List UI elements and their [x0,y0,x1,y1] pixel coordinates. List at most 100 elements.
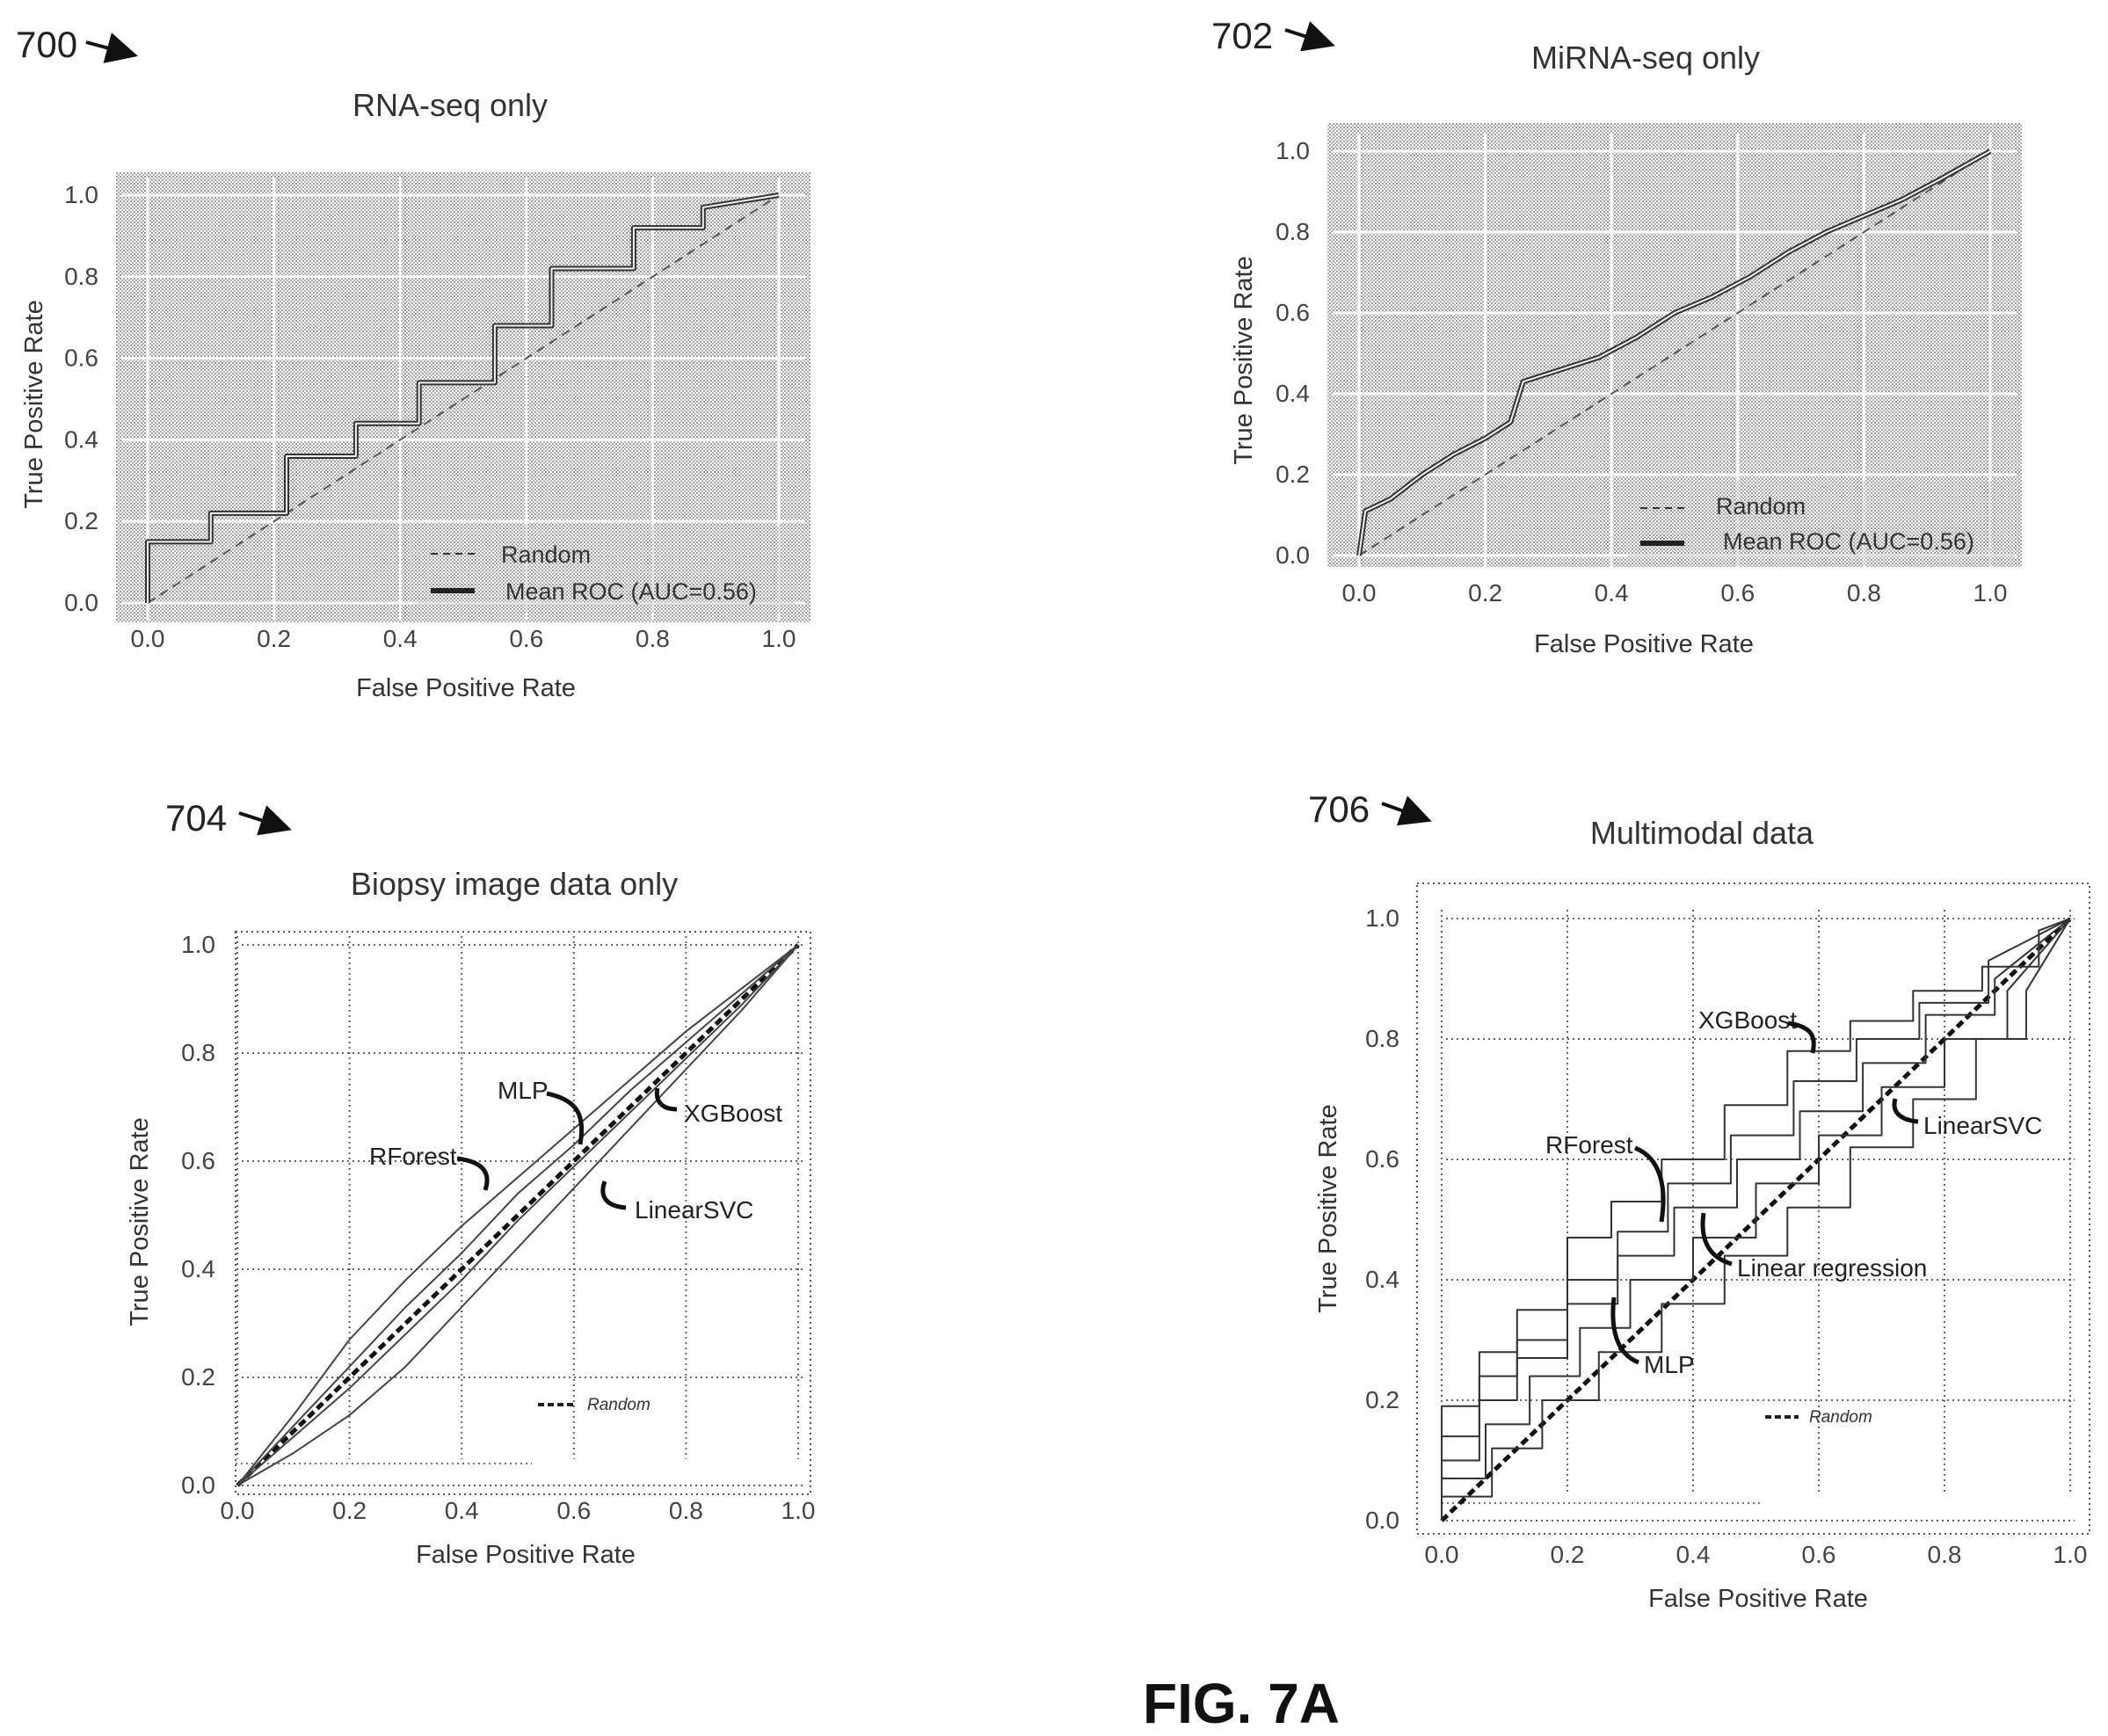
series-layer [1440,917,2072,1522]
x-tick-label: 0.4 [445,1497,479,1524]
y-tick-label: 0.4 [1276,380,1310,407]
annotation-rforest: RForest [369,1143,457,1170]
series-line-linearsvc [1441,918,2071,1521]
legend: Random Mean ROC (AUC=0.56) [1628,482,2015,566]
annotation-xgboost: XGBoost [684,1100,782,1127]
y-tick-label: 0.8 [1276,218,1310,245]
annotation-mlp: MLP [1644,1351,1695,1378]
y-tick-labels: 0.0 0.2 0.4 0.6 0.8 1.0 [181,931,215,1499]
ref-arrow-icon [85,33,138,63]
legend-box [418,526,796,614]
ref-number: 704 [165,797,227,839]
x-tick-labels: 0.0 0.2 0.4 0.6 0.8 1.0 [1342,579,2008,607]
x-tick-label: 0.4 [383,625,418,652]
x-axis-label: False Positive Rate [1648,1585,1868,1613]
x-tick-label: 0.0 [131,625,165,652]
x-tick-label: 0.2 [1468,579,1502,607]
chart-title: MiRNA-seq only [1531,40,1760,76]
y-tick-label: 0.0 [181,1471,215,1499]
legend-label-random: Random [1716,493,1806,519]
y-tick-label: 0.8 [1365,1025,1399,1052]
ref-number: 706 [1308,788,1370,830]
y-tick-label: 0.2 [1276,461,1310,488]
x-tick-label: 0.6 [509,625,543,652]
legend: Random [538,1396,651,1414]
series-layer [1356,149,1992,556]
y-tick-labels: 0.0 0.2 0.4 0.6 0.8 1.0 [1276,137,1310,569]
y-axis-label: True Positive Rate [126,1117,154,1326]
panel-700: 700 RNA-seq only 0.00.20.40.60.81.0 0.0 0… [16,24,810,702]
chart-title: RNA-seq only [353,87,548,123]
ref-arrow-icon [1284,21,1335,52]
y-tick-label: 0.6 [181,1147,215,1174]
series-line-linearsvc [236,944,799,1486]
annotation-xgboost: XGBoost [1698,1006,1797,1034]
series-line-inner-mean-roc-auc-0-56 [1358,150,1991,556]
y-axis-label: True Positive Rate [1230,256,1258,464]
x-tick-label: 0.8 [669,1497,703,1524]
panel-702: 702 MiRNA-seq only 0.0 0.2 0.4 0.6 0.8 1.0 0.… [1211,15,2022,658]
y-axis-label: True Positive Rate [20,300,48,508]
y-tick-label: 0.2 [1365,1386,1399,1413]
y-tick-labels: 0.0 0.2 0.4 0.6 0.8 1.0 [64,181,98,616]
annotation-leader [456,1156,490,1191]
annotation-leader [1892,1098,1919,1124]
annotations: MLP RForest XGBoost LinearSVC [369,1077,782,1224]
series-layer [145,192,780,604]
ref-arrow-icon [238,805,292,836]
x-tick-label: 0.6 [556,1497,591,1524]
x-tick-label: 1.0 [781,1497,816,1524]
annotation-leader [654,1087,678,1112]
legend-box [1628,482,2015,566]
panel-704: 704 Biopsy image data only 0.00.20.40.60… [126,797,815,1569]
y-tick-label: 0.4 [181,1255,215,1282]
x-tick-label: 1.0 [2053,1541,2088,1568]
legend-label-mean-roc: Mean ROC (AUC=0.56) [1723,528,1974,555]
panel-706: 706 Multimodal data 0.0 0.2 0.4 0.6 0.8 1.0 0… [1308,788,2090,1613]
plot-frame [235,931,811,1495]
ref-number: 702 [1211,15,1273,56]
x-tick-label: 0.0 [221,1497,255,1524]
annotation-leader [1633,1145,1666,1223]
x-tick-label: 0.4 [1676,1541,1711,1568]
annotations: XGBoost RForest LinearSVC Linear regress… [1545,1006,2042,1378]
y-tick-label: 0.0 [1365,1507,1399,1534]
y-tick-label: 1.0 [1365,904,1399,932]
annotation-linearsvc: LinearSVC [1923,1112,2042,1139]
series-line-xgboost [236,944,799,1486]
legend-label-random: Random [1809,1408,1872,1427]
annotation-linearsvc: LinearSVC [635,1196,753,1224]
series-layer [236,943,800,1487]
x-tick-label: 0.2 [1551,1541,1585,1568]
y-tick-label: 0.8 [64,263,98,290]
y-tick-label: 0.8 [181,1039,215,1066]
annotation-leader [1610,1297,1640,1365]
x-tick-label: 0.0 [1342,579,1377,607]
series-line-inner-mean-roc-auc-0-56 [147,194,780,603]
grid [236,936,803,1486]
figure-label: FIG. 7A [1143,1672,1340,1735]
annotation-leader [600,1180,627,1210]
chart-title: Multimodal data [1590,815,1814,851]
y-tick-label: 0.6 [1276,299,1310,326]
y-tick-label: 0.4 [1365,1266,1399,1293]
x-tick-labels: 0.0 0.2 0.4 0.6 0.8 1.0 [221,1497,816,1524]
annotation-leader [1787,1021,1816,1054]
annotation-leader [546,1091,585,1145]
x-tick-labels: 0.0 0.2 0.4 0.6 0.8 1.0 [131,625,796,652]
ref-number: 700 [16,24,77,65]
y-tick-label: 1.0 [181,931,215,958]
annotation-rforest: RForest [1545,1131,1633,1159]
y-tick-label: 1.0 [1276,137,1310,164]
x-tick-label: 0.2 [332,1497,367,1524]
x-tick-label: 0.4 [1595,579,1629,607]
series-line-random [1358,150,1991,556]
legend-label-mean-roc: Mean ROC (AUC=0.56) [505,578,757,605]
ref-arrow-icon [1381,795,1432,826]
series-line-mlp [1441,918,2071,1521]
y-tick-label: 0.0 [64,589,98,616]
plot-frame [1416,883,2090,1535]
legend: Random [1765,1408,1872,1427]
legend: Random Mean ROC (AUC=0.56) [418,526,796,614]
